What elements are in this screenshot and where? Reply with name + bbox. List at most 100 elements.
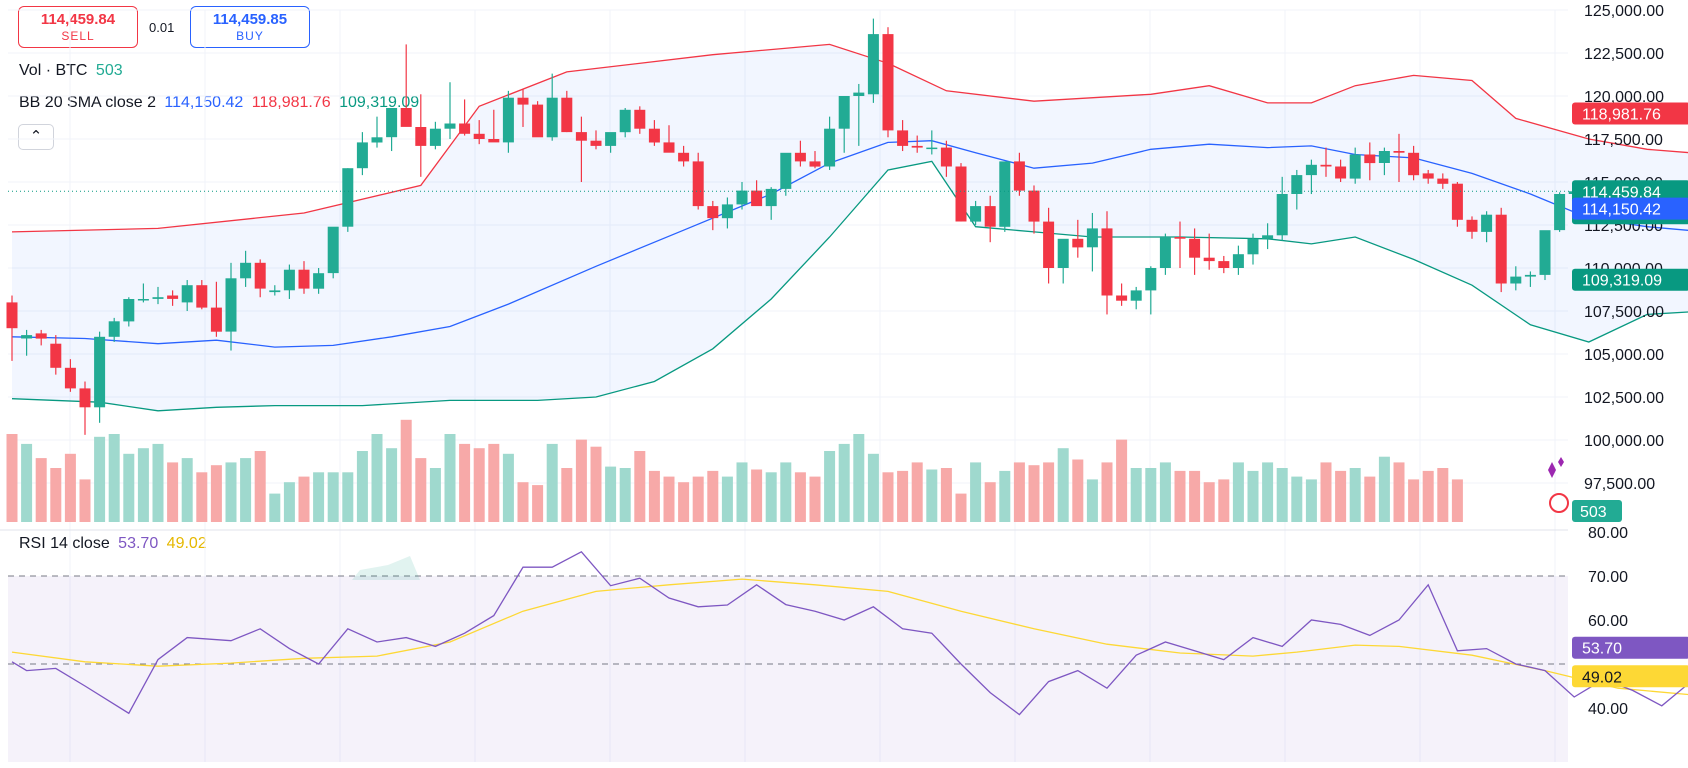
- candle: [327, 226, 339, 279]
- candle-body: [1539, 230, 1551, 275]
- volume-legend-value: 503: [95, 62, 123, 79]
- candle-body: [298, 269, 310, 289]
- volume-bar: [824, 451, 836, 522]
- volume-bar: [1174, 470, 1186, 522]
- candle: [167, 290, 179, 306]
- buy-button[interactable]: 114,459.85 BUY: [190, 6, 310, 48]
- collapse-legend-button[interactable]: ⌃: [18, 124, 54, 150]
- candle-body: [736, 190, 748, 205]
- candle: [283, 264, 295, 299]
- spread-value: 0.01: [149, 20, 175, 35]
- candle-body: [1086, 228, 1098, 248]
- candle-body: [1218, 261, 1230, 268]
- candle-body: [1101, 228, 1113, 296]
- candle: [1539, 230, 1551, 281]
- volume-bar: [196, 472, 208, 522]
- candle: [794, 140, 806, 167]
- volume-bar: [1086, 479, 1098, 522]
- candle-body: [590, 140, 602, 146]
- candle-body: [765, 188, 777, 207]
- candle: [1232, 245, 1244, 275]
- volume-bar: [429, 468, 441, 522]
- candle: [415, 94, 427, 177]
- candle-body: [502, 97, 514, 143]
- candle: [590, 130, 602, 150]
- candle-body: [619, 109, 631, 133]
- candle: [181, 280, 193, 311]
- volume-bar: [911, 462, 923, 522]
- volume-bar: [79, 479, 91, 522]
- rsi-legend[interactable]: RSI 14 close 53.70 49.02: [19, 535, 211, 553]
- volume-bar: [619, 468, 631, 522]
- candle: [1247, 233, 1259, 265]
- volume-bar: [692, 476, 704, 522]
- bollinger-legend[interactable]: BB 20 SMA close 2 114,150.42 118,981.76 …: [19, 94, 423, 112]
- candle-body: [1028, 190, 1040, 222]
- sell-label: SELL: [61, 29, 95, 43]
- candle-body: [867, 34, 879, 95]
- volume-bar: [137, 448, 149, 522]
- bb-upper-price-tag-text: 118,981.76: [1582, 107, 1661, 124]
- volume-bar: [1364, 476, 1376, 522]
- candle-body: [853, 92, 865, 96]
- volume-bar: [210, 465, 222, 522]
- candle-body: [356, 142, 368, 169]
- candle-body: [1276, 194, 1288, 236]
- candle: [1451, 182, 1463, 227]
- candle: [999, 161, 1011, 232]
- candle: [634, 106, 646, 134]
- rsi-ma-value-tag-text: 49.02: [1582, 669, 1622, 686]
- volume-tag-bg: [1572, 500, 1622, 522]
- bollinger-lower-line: [11, 160, 1688, 412]
- bb-upper-price-tag-bg: [1572, 102, 1688, 125]
- candle: [897, 120, 909, 152]
- candle: [707, 200, 719, 231]
- candle: [1262, 223, 1274, 250]
- candle-body: [415, 127, 427, 146]
- candle: [1101, 211, 1113, 315]
- candle: [342, 168, 354, 232]
- volume-bar: [1408, 479, 1420, 522]
- volume-bar: [1072, 459, 1084, 522]
- candle: [1393, 133, 1405, 182]
- candle-body: [809, 161, 821, 167]
- buy-price: 114,459.85: [212, 11, 288, 28]
- candle-body: [605, 132, 617, 146]
- candle-body: [429, 128, 441, 146]
- candle: [444, 82, 456, 139]
- volume-bar: [1159, 462, 1171, 522]
- candle: [356, 132, 368, 176]
- volume-bar: [313, 472, 325, 522]
- candle-body: [970, 206, 982, 222]
- bb-upper-price-tag: 118,981.76: [1572, 102, 1688, 125]
- volume-bar: [1393, 462, 1405, 522]
- candle-body: [444, 123, 456, 129]
- candle: [429, 121, 441, 150]
- candle-body: [1451, 183, 1463, 220]
- candle-body: [1116, 295, 1128, 301]
- candle: [108, 317, 120, 342]
- candle: [546, 73, 558, 141]
- bb-lower-price-tag: 109,319.09: [1572, 268, 1688, 291]
- candle-body: [1554, 194, 1566, 231]
- candle-body: [824, 128, 836, 167]
- candle-body: [283, 269, 295, 291]
- volume-bar: [1101, 462, 1113, 522]
- price-tick-label: 117,500.00: [1584, 132, 1663, 149]
- volume-bar: [108, 434, 120, 522]
- candle-body: [575, 132, 587, 141]
- grid-lines: [8, 9, 1568, 762]
- candle-body: [838, 96, 850, 129]
- volume-bar: [809, 476, 821, 522]
- volume-bar: [1218, 479, 1230, 522]
- candle: [1335, 159, 1347, 182]
- sell-button[interactable]: 114,459.84 SELL: [18, 6, 138, 48]
- candle: [1028, 185, 1040, 234]
- volume-bar: [269, 493, 281, 522]
- candle: [561, 90, 573, 133]
- volume-bar: [546, 443, 558, 522]
- candle-body: [1057, 238, 1069, 268]
- candle-body: [663, 142, 675, 153]
- volume-bar: [1116, 439, 1128, 522]
